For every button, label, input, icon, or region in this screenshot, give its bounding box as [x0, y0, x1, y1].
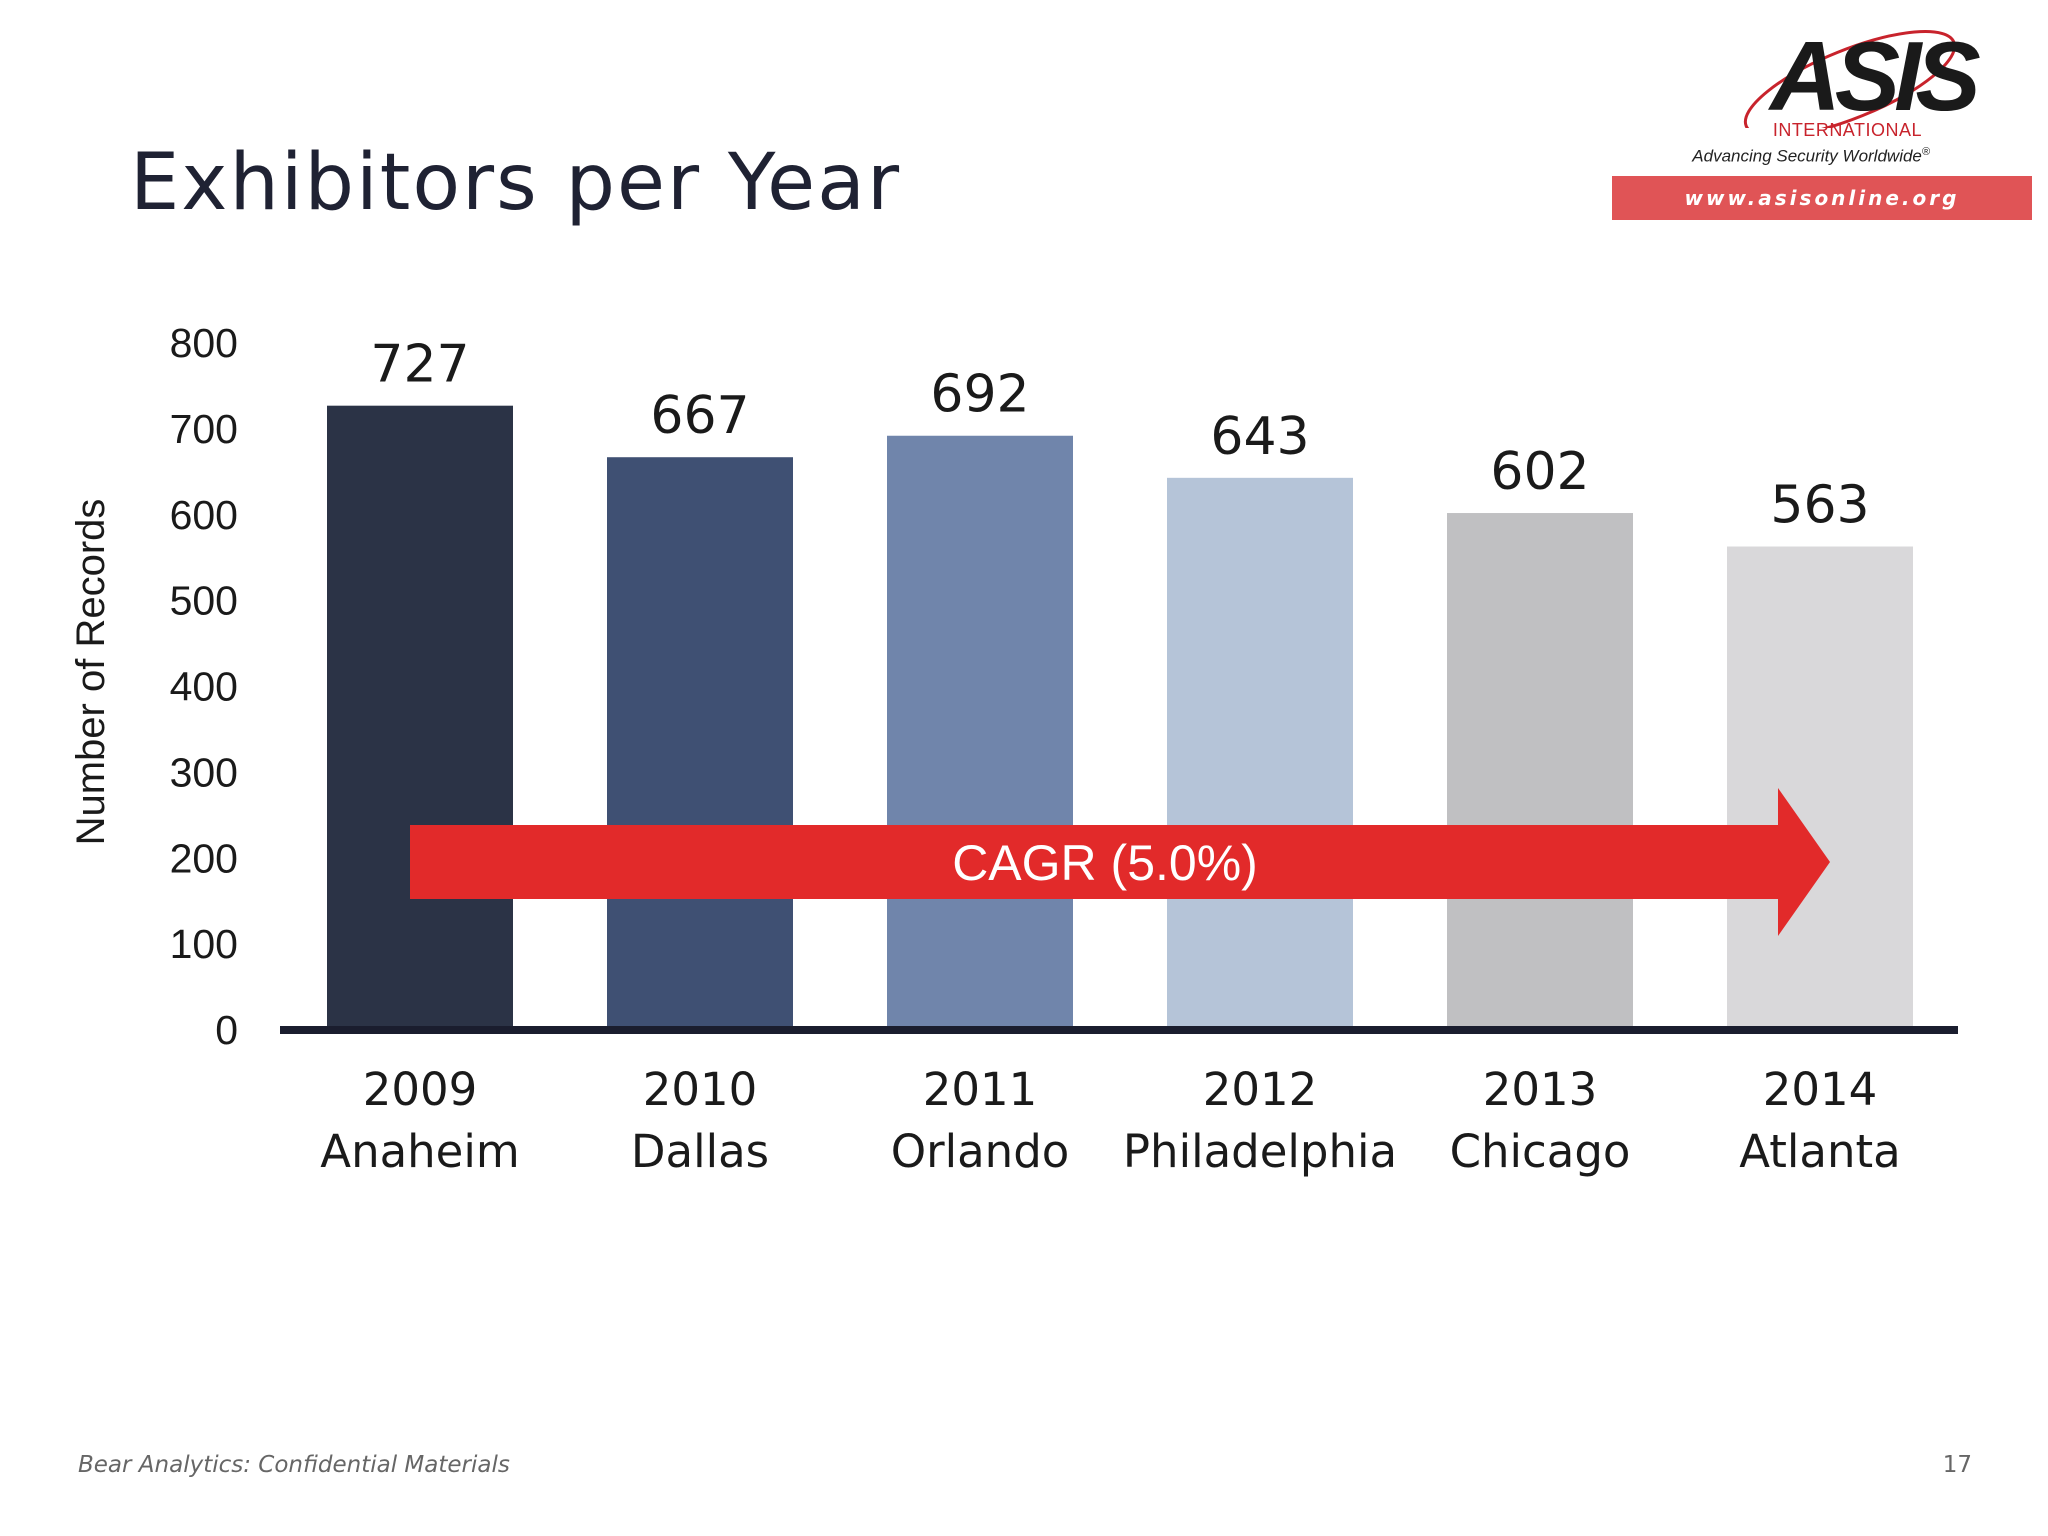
cagr-label: CAGR (5.0%): [952, 835, 1258, 891]
bar-2009: [327, 405, 513, 1031]
asis-logo: ASIS INTERNATIONAL Advancing Security Wo…: [1612, 28, 2032, 223]
logo-url-bar: www.asisonline.org: [1612, 176, 2032, 220]
value-labels: 727 667 692 643 602 563: [370, 335, 1869, 536]
y-tick-label: 0: [215, 1007, 238, 1053]
asis-wordmark-logo: ASIS: [1743, 28, 1986, 128]
category-city-label: Dallas: [631, 1125, 769, 1178]
category-year-label: 2009: [363, 1063, 478, 1116]
registered-mark: ®: [1921, 146, 1930, 158]
value-label: 692: [930, 365, 1029, 425]
footer-note: Bear Analytics: Confidential Materials: [78, 1452, 510, 1478]
logo-url: www.asisonline.org: [1684, 186, 1960, 210]
category-city-label: Orlando: [891, 1125, 1070, 1178]
page-number: 17: [1942, 1452, 1972, 1478]
bar-2014: [1727, 546, 1913, 1030]
y-tick-label: 700: [170, 406, 238, 452]
category-year-label: 2013: [1483, 1063, 1598, 1116]
bar-2010: [607, 457, 793, 1030]
value-label: 667: [650, 386, 749, 446]
logo-wordmark-text: ASIS: [1767, 28, 1980, 128]
cagr-arrow: CAGR (5.0%): [410, 788, 1830, 936]
y-tick-label: 600: [170, 492, 238, 538]
category-labels: 2009 Anaheim 2010 Dallas 2011 Orlando 2012 Phil…: [320, 1063, 1900, 1178]
value-label: 727: [370, 335, 469, 395]
y-axis-ticks: 0 100 200 300 400 500 600 700 800: [170, 320, 238, 1053]
logo-tagline: Advancing Security Worldwide®: [1692, 146, 1930, 167]
cagr-arrow-shape: [410, 788, 1830, 936]
category-year-label: 2012: [1203, 1063, 1318, 1116]
bars: [327, 405, 1913, 1031]
value-label: 602: [1490, 442, 1589, 502]
logo-tagline-text: Advancing Security Worldwide: [1692, 146, 1922, 166]
y-tick-label: 200: [170, 835, 238, 881]
category-year-label: 2014: [1763, 1063, 1878, 1116]
category-city-label: Philadelphia: [1123, 1125, 1397, 1178]
y-tick-label: 400: [170, 664, 238, 710]
logo-subtitle: INTERNATIONAL: [1772, 120, 1922, 140]
bar-2012: [1167, 477, 1353, 1031]
category-city-label: Anaheim: [320, 1125, 519, 1178]
category-city-label: Atlanta: [1739, 1125, 1900, 1178]
y-tick-label: 500: [170, 578, 238, 624]
y-axis-title: Number of Records: [69, 499, 113, 846]
y-tick-label: 300: [170, 749, 238, 795]
slide-title: Exhibitors per Year: [130, 138, 902, 228]
category-year-label: 2010: [643, 1063, 758, 1116]
y-tick-label: 100: [170, 921, 238, 967]
y-tick-label: 800: [170, 320, 238, 366]
value-label: 643: [1210, 407, 1309, 467]
bar-2013: [1447, 513, 1633, 1030]
category-year-label: 2011: [923, 1063, 1038, 1116]
value-label: 563: [1770, 476, 1869, 536]
bar-2011: [887, 435, 1073, 1030]
category-city-label: Chicago: [1450, 1125, 1631, 1178]
